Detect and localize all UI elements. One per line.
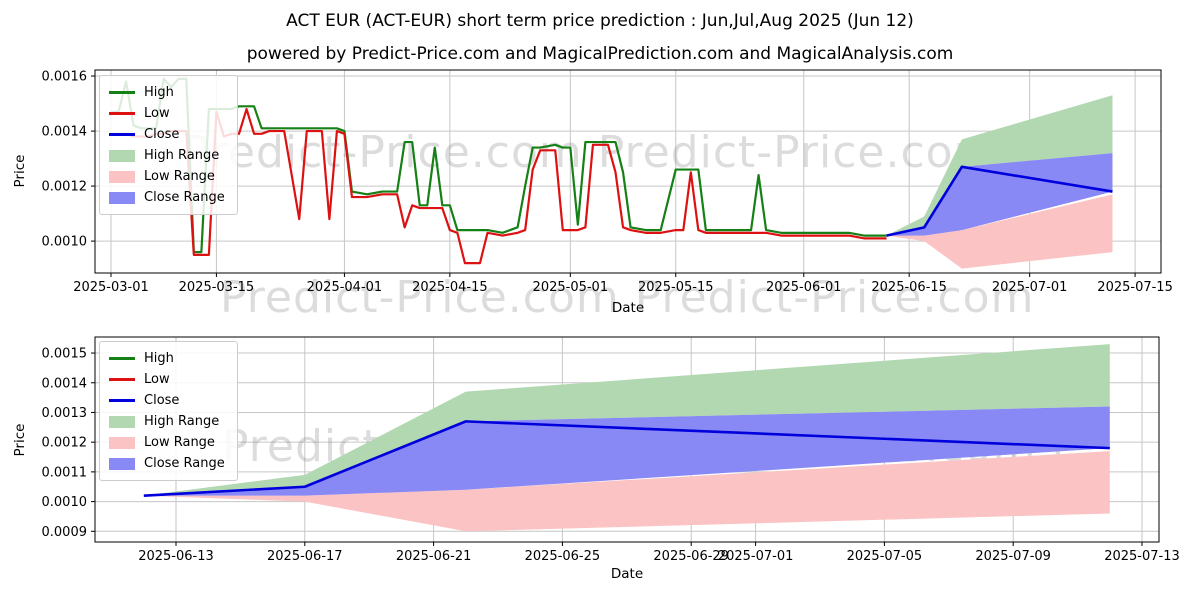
x-tick-label: 2025-06-17 [267, 549, 343, 564]
high-range-band [886, 95, 1113, 236]
y-tick-label: 0.0014 [42, 125, 88, 140]
legend-top: High Low Close High Range Low Range Close Ran… [99, 75, 238, 215]
x-tick-label: 2025-07-15 [1097, 280, 1173, 295]
close-line [143, 420, 1110, 497]
legend-label: High [144, 351, 174, 366]
y-axis-label-bottom: Price [12, 424, 28, 457]
legend-item-low: Low [109, 103, 225, 124]
low-range-band [143, 451, 1110, 532]
legend-label: Close Range [144, 190, 225, 205]
legend-item-close-range: Close Range [109, 453, 225, 474]
page-title: ACT EUR (ACT-EUR) short term price predi… [286, 11, 914, 31]
legend-item-high-range: High Range [109, 145, 225, 166]
legend-line-swatch [109, 133, 135, 136]
legend-line-swatch [109, 378, 135, 381]
y-tick-label: 0.0013 [42, 406, 88, 421]
high-range-band [143, 344, 1110, 496]
x-tick-label: 2025-06-29 [653, 549, 729, 564]
y-tick-label: 0.0012 [42, 180, 88, 195]
legend-label: High Range [144, 414, 220, 429]
close-range-band [143, 406, 1110, 496]
legend-patch-swatch [109, 191, 135, 204]
y-tick-label: 0.0014 [42, 376, 88, 391]
legend-label: Close [144, 127, 180, 142]
legend-label: Low Range [144, 435, 215, 450]
legend-item-high-range: High Range [109, 411, 225, 432]
legend-patch-swatch [109, 436, 135, 449]
legend-item-low: Low [109, 369, 225, 390]
legend-line-swatch [109, 399, 135, 402]
x-tick-label: 2025-07-01 [718, 549, 794, 564]
y-tick-label: 0.0010 [42, 235, 88, 250]
bottom-chart-data [143, 344, 1110, 532]
bottom-chart-axis: 2025-06-13 2025-06-17 2025-06-21 2025-06-25… [42, 336, 1180, 564]
legend-label: Low [144, 106, 170, 121]
x-axis-label-top: Date [612, 300, 644, 316]
top-chart-axis: 2025-03-01 2025-03-15 2025-04-01 2025-04-15… [42, 69, 1173, 295]
x-tick-label: 2025-06-13 [138, 549, 214, 564]
legend-bottom: High Low Close High Range Low Range Close Ran… [99, 341, 238, 481]
close-line [886, 165, 1113, 237]
legend-label: Low [144, 372, 170, 387]
x-tick-label: 2025-03-01 [73, 280, 149, 295]
x-tick-label: 2025-07-01 [992, 280, 1068, 295]
y-tick-label: 0.0015 [42, 347, 88, 362]
legend-item-low-range: Low Range [109, 432, 225, 453]
legend-item-close-range: Close Range [109, 187, 225, 208]
legend-label: High [144, 85, 174, 100]
legend-line-swatch [109, 91, 135, 94]
legend-label: Close Range [144, 456, 225, 471]
legend-label: Low Range [144, 169, 215, 184]
close-range-band [886, 153, 1113, 236]
x-tick-label: 2025-05-01 [533, 280, 609, 295]
x-tick-label: 2025-05-15 [638, 280, 714, 295]
y-tick-label: 0.0016 [42, 70, 88, 85]
x-tick-label: 2025-07-09 [975, 549, 1051, 564]
x-tick-label: 2025-06-25 [525, 549, 601, 564]
legend-item-low-range: Low Range [109, 166, 225, 187]
legend-item-close: Close [109, 390, 225, 411]
x-tick-label: 2025-04-01 [307, 280, 383, 295]
legend-line-swatch [109, 112, 135, 115]
x-tick-label: 2025-04-15 [412, 280, 488, 295]
x-tick-label: 2025-06-15 [871, 280, 947, 295]
legend-item-high: High [109, 82, 225, 103]
legend-label: High Range [144, 148, 220, 163]
legend-patch-swatch [109, 415, 135, 428]
legend-label: Close [144, 393, 180, 408]
y-tick-label: 0.0009 [42, 525, 88, 540]
legend-item-high: High [109, 348, 225, 369]
legend-patch-swatch [109, 457, 135, 470]
y-axis-label-top: Price [12, 155, 28, 188]
x-axis-label-bottom: Date [611, 566, 643, 582]
legend-patch-swatch [109, 149, 135, 162]
x-tick-label: 2025-06-21 [396, 549, 472, 564]
low-range-band [886, 194, 1113, 269]
page-subtitle: powered by Predict-Price.com and Magical… [246, 44, 954, 64]
legend-item-close: Close [109, 124, 225, 145]
y-tick-label: 0.0011 [42, 465, 88, 480]
x-tick-label: 2025-07-05 [847, 549, 923, 564]
x-tick-label: 2025-03-15 [179, 280, 255, 295]
legend-line-swatch [109, 357, 135, 360]
y-tick-label: 0.0012 [42, 436, 88, 451]
x-tick-label: 2025-07-13 [1104, 549, 1180, 564]
plot-frame [94, 336, 1160, 543]
low-line [111, 107, 887, 265]
plot-frame [94, 69, 1162, 274]
x-tick-label: 2025-06-01 [766, 280, 842, 295]
legend-patch-swatch [109, 170, 135, 183]
y-tick-label: 0.0010 [42, 495, 88, 510]
